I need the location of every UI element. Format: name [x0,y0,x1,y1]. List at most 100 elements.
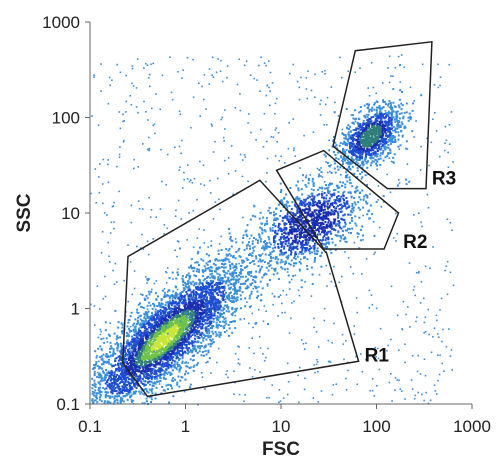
event-dot [138,365,141,367]
event-dot [316,250,319,253]
event-dot [232,272,235,274]
event-dot [134,338,137,341]
event-dot [316,215,319,218]
event-dot [292,264,295,267]
event-dot [181,340,184,343]
event-dot [351,227,354,230]
event-dot [189,327,192,330]
event-dot [221,320,224,323]
event-dot [102,387,105,389]
event-dot [200,345,203,348]
event-dot [135,334,138,337]
event-dot [164,354,167,356]
event-dot [196,341,199,344]
event-dot [110,370,113,373]
event-dot [159,309,162,311]
event-dot [228,232,231,235]
event-dot [157,322,160,325]
event-dot [274,267,277,270]
event-dot [337,205,339,208]
event-dot [234,308,237,311]
event-dot [228,280,231,283]
event-dot [263,241,265,244]
event-dot [269,227,272,230]
event-dot [219,315,222,318]
event-dot [127,367,130,370]
event-dot [162,343,165,346]
event-dot [306,203,309,206]
event-dot [196,252,199,255]
event-dot [199,320,202,323]
event-dot [235,292,238,295]
event-dot [140,333,143,336]
event-dot [121,381,124,383]
event-dot [176,324,179,327]
event-dot [226,258,229,261]
event-dot [311,204,314,207]
event-dot [162,341,165,344]
event-dot [114,394,117,397]
event-dot [92,402,94,404]
event-dot [338,208,341,211]
event-dot [300,218,303,221]
event-dot [120,391,122,394]
event-dot [180,337,183,340]
event-dot [193,330,196,333]
event-dot [116,335,118,338]
event-dot [169,325,172,328]
event-dot [333,213,336,216]
event-dot [264,240,267,242]
event-dot [289,230,292,233]
event-dot [209,343,212,345]
event-dot [268,260,271,263]
event-dot [115,338,118,341]
event-dot [132,329,135,332]
event-dot [165,336,168,339]
event-dot [164,317,167,319]
event-dot [108,395,111,398]
event-dot [181,290,184,293]
event-dot [313,260,316,263]
event-dot [108,372,111,375]
event-dot [167,289,170,292]
event-dot [305,185,308,188]
event-dot [327,210,330,213]
event-dot [206,334,208,337]
event-dot [155,343,158,346]
event-dot [281,233,283,236]
event-dot [134,325,137,328]
event-dot [319,227,322,230]
event-dot [165,314,168,317]
event-dot [113,396,116,399]
event-dot [163,358,166,361]
event-dot [159,344,162,347]
event-dot [231,306,234,309]
event-dot [312,238,314,241]
event-dot [279,228,282,231]
event-dot [206,263,209,266]
event-dot [145,337,147,340]
event-dot [207,349,210,352]
event-dot [223,317,226,320]
event-dot [137,358,140,361]
event-dot [195,288,198,290]
event-dot [139,376,142,379]
event-dot [155,298,158,301]
event-dot [331,182,333,185]
event-dot [305,236,307,239]
event-dot [182,310,185,313]
event-dot [239,255,242,258]
event-dot [133,384,135,387]
event-dot [208,322,211,325]
event-dot [106,356,109,359]
event-dot [314,256,316,259]
event-dot [362,206,365,209]
event-dot [118,391,120,394]
event-dot [303,221,306,224]
event-dot [194,348,197,351]
event-dot [159,326,162,329]
event-dot [198,246,201,249]
event-dot [170,352,173,355]
event-dot [131,380,134,383]
event-dot [91,399,94,402]
